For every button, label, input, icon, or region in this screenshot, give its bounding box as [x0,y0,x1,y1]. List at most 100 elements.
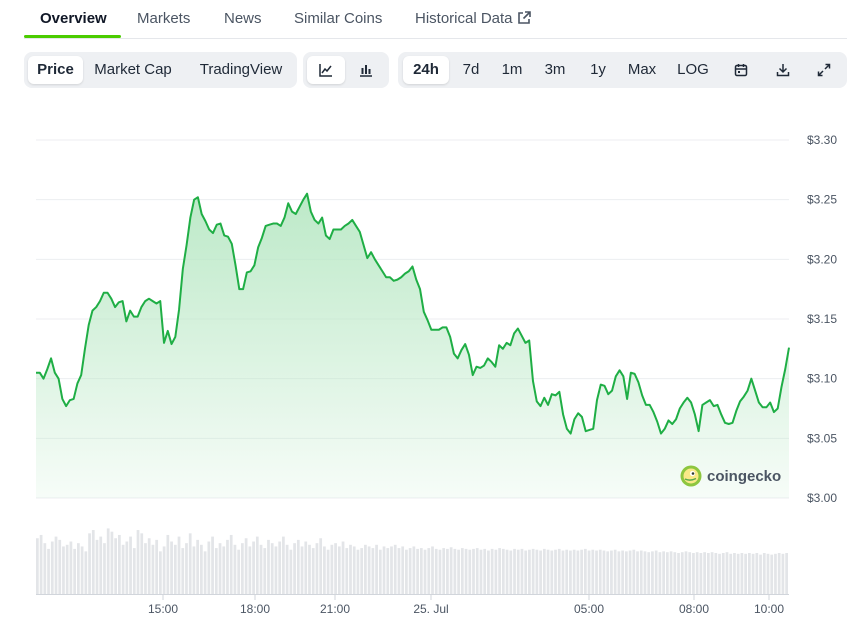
volume-bar [647,552,651,594]
volume-bar [345,548,349,594]
volume-bar [528,549,531,594]
tab-markets[interactable]: Markets [137,10,191,27]
volume-bar [524,550,528,594]
volume-bar [237,549,241,594]
volume-bar [263,548,267,594]
volume-bar [472,548,475,594]
volume-bar [285,544,289,594]
volume-bar [539,550,542,594]
volume-bar [602,550,606,594]
volume-bar [610,550,613,594]
volume-bar [73,548,77,594]
volume-bar [580,549,583,594]
volume-bar [36,538,39,594]
volume-bar [554,549,557,594]
market-cap-view-button[interactable]: Market Cap [94,61,172,78]
y-tick-label: $3.20 [807,252,837,266]
volume-bar [218,543,222,594]
tab-similar-coins[interactable]: Similar Coins [294,10,383,27]
volume-bar [393,544,397,594]
volume-bar [453,548,457,594]
range-7d-button[interactable]: 7d [462,61,480,78]
coingecko-logo-icon [680,465,702,487]
volume-bar [617,551,621,594]
calendar-icon [734,64,748,77]
candlestick-chart-button[interactable] [347,56,385,84]
tab-historical-data[interactable]: Historical Data [415,10,531,29]
volume-bar [781,553,785,594]
volume-bar [751,553,755,594]
line-chart-icon [319,64,332,77]
volume-bar [95,539,99,594]
download-button[interactable] [767,56,799,84]
volume-bar [188,533,192,594]
volume-bar [748,553,751,594]
volume-bar [785,553,788,594]
volume-bar [446,548,449,594]
volume-bar [337,546,341,594]
watermark-label: coingecko [707,467,782,485]
fullscreen-button[interactable] [808,56,840,84]
volume-bar [699,553,703,594]
volume-bar [241,543,244,594]
x-tick-label: 21:00 [320,602,350,616]
range-3m-button[interactable]: 3m [544,61,566,78]
volume-bar [710,552,714,594]
volume-bar [662,551,665,594]
volume-bar [665,552,669,594]
volume-bar [341,541,345,594]
volume-bar [270,543,274,594]
volume-bar [587,550,591,594]
volume-bar [386,548,390,594]
price-view-button[interactable]: Price [28,56,83,84]
x-tick-label: 18:00 [240,602,270,616]
date-range-button[interactable] [725,56,757,84]
range-1m-button[interactable]: 1m [501,61,523,78]
y-tick-label: $3.25 [807,193,837,207]
volume-bar [479,549,483,594]
x-tick-label: 15:00 [148,602,178,616]
volume-bar [43,543,47,594]
volume-bar [196,539,200,594]
range-max-button[interactable]: Max [627,61,657,78]
volume-bar [39,534,43,594]
volume-bar [166,534,170,594]
volume-bar [624,551,628,594]
volume-bar [159,551,162,594]
volume-bar [118,534,121,594]
line-chart-button[interactable] [307,56,345,84]
log-scale-button[interactable]: LOG [677,61,709,78]
tab-news[interactable]: News [224,10,262,27]
volume-bar [356,549,360,594]
x-tick-label: 08:00 [679,602,709,616]
volume-bar [229,534,233,594]
volume-bar [576,550,580,594]
volume-bar [214,548,218,594]
volume-bar [155,539,159,594]
volume-bar [684,551,688,594]
volume-bar [315,543,319,594]
range-toolbar-group: 24h 7d 1m 3m 1y Max LOG [398,52,847,88]
volume-bar [255,536,259,594]
volume-bar [248,546,252,594]
volume-bar [636,551,639,594]
volume-bar [360,548,364,594]
tab-overview[interactable]: Overview [40,10,107,27]
volume-bar [319,538,323,594]
volume-bar [557,548,561,594]
volume-bar [382,546,386,594]
volume-bar [718,553,721,594]
volume-bar [658,552,662,594]
volume-bar [460,548,464,594]
range-24h-button[interactable]: 24h [403,56,449,84]
volume-bar [226,539,229,594]
volume-bar [468,549,472,594]
volume-bar [65,544,69,594]
range-1y-button[interactable]: 1y [590,61,606,78]
x-tick-label: 10:00 [754,602,784,616]
volume-bar [490,548,494,594]
volume-bar [692,553,695,594]
volume-bar [475,548,479,594]
volume-bar [173,544,177,594]
tradingview-view-button[interactable]: TradingView [199,61,283,78]
